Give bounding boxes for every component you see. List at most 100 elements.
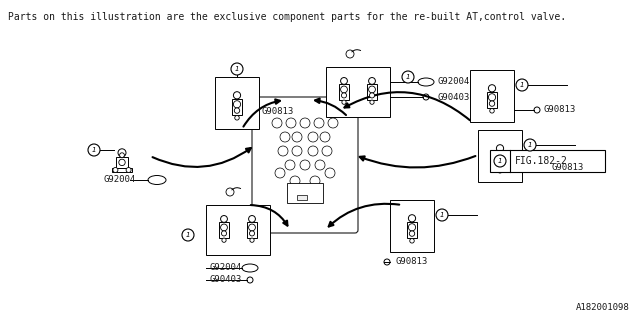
Text: 1: 1 bbox=[186, 232, 190, 238]
Circle shape bbox=[234, 108, 240, 113]
Circle shape bbox=[286, 118, 296, 128]
Circle shape bbox=[88, 144, 100, 156]
Circle shape bbox=[285, 160, 295, 170]
Circle shape bbox=[488, 85, 495, 92]
Circle shape bbox=[292, 132, 302, 142]
Circle shape bbox=[275, 168, 285, 178]
Circle shape bbox=[384, 259, 390, 265]
Bar bbox=[339, 84, 349, 100]
Bar bbox=[297, 195, 307, 200]
Circle shape bbox=[490, 101, 495, 106]
Circle shape bbox=[322, 146, 332, 156]
Circle shape bbox=[221, 231, 227, 236]
Circle shape bbox=[119, 159, 125, 166]
Text: Parts on this illustration are the exclusive component parts for the re-built AT: Parts on this illustration are the exclu… bbox=[8, 12, 566, 22]
Circle shape bbox=[542, 165, 548, 171]
Circle shape bbox=[534, 107, 540, 113]
Circle shape bbox=[340, 86, 348, 93]
Circle shape bbox=[234, 101, 241, 108]
Circle shape bbox=[497, 161, 502, 166]
Circle shape bbox=[118, 149, 126, 157]
Circle shape bbox=[410, 231, 415, 236]
Circle shape bbox=[497, 154, 504, 161]
Circle shape bbox=[221, 224, 227, 231]
Circle shape bbox=[231, 63, 243, 75]
Text: G90403: G90403 bbox=[210, 276, 243, 284]
Circle shape bbox=[369, 93, 374, 98]
Circle shape bbox=[524, 139, 536, 151]
Circle shape bbox=[182, 229, 194, 241]
Circle shape bbox=[310, 176, 320, 186]
Circle shape bbox=[234, 92, 241, 99]
Bar bbox=[406, 222, 417, 238]
Circle shape bbox=[300, 118, 310, 128]
Circle shape bbox=[308, 132, 318, 142]
Bar bbox=[495, 152, 506, 168]
Text: G90813: G90813 bbox=[262, 108, 294, 116]
Ellipse shape bbox=[113, 167, 118, 172]
Ellipse shape bbox=[242, 264, 258, 272]
Circle shape bbox=[292, 146, 302, 156]
Circle shape bbox=[408, 224, 415, 231]
Bar bbox=[390, 200, 434, 252]
Bar bbox=[206, 205, 270, 255]
Circle shape bbox=[328, 118, 338, 128]
Text: G90813: G90813 bbox=[396, 258, 428, 267]
Ellipse shape bbox=[418, 78, 434, 86]
Ellipse shape bbox=[148, 175, 166, 185]
Circle shape bbox=[248, 216, 255, 222]
Circle shape bbox=[300, 160, 310, 170]
Bar bbox=[219, 222, 229, 238]
Bar bbox=[478, 130, 522, 182]
Circle shape bbox=[272, 118, 282, 128]
Circle shape bbox=[342, 100, 346, 104]
Circle shape bbox=[408, 215, 415, 222]
Circle shape bbox=[280, 132, 290, 142]
Text: 1: 1 bbox=[92, 147, 96, 153]
Bar bbox=[232, 99, 243, 115]
Circle shape bbox=[300, 192, 310, 202]
Circle shape bbox=[342, 93, 346, 98]
Circle shape bbox=[226, 188, 234, 196]
Circle shape bbox=[278, 146, 288, 156]
Circle shape bbox=[315, 160, 325, 170]
Circle shape bbox=[498, 169, 502, 173]
Bar bbox=[326, 67, 390, 117]
Circle shape bbox=[369, 86, 376, 93]
Text: 1: 1 bbox=[520, 82, 524, 88]
Text: G90813: G90813 bbox=[552, 164, 584, 172]
Bar bbox=[490, 150, 605, 172]
Circle shape bbox=[250, 238, 254, 242]
Circle shape bbox=[248, 224, 255, 231]
Bar bbox=[486, 92, 497, 108]
Text: G90813: G90813 bbox=[544, 106, 576, 115]
Circle shape bbox=[402, 71, 414, 83]
Circle shape bbox=[370, 100, 374, 104]
FancyBboxPatch shape bbox=[252, 97, 358, 233]
Circle shape bbox=[247, 277, 253, 283]
Circle shape bbox=[222, 238, 226, 242]
Text: G92004: G92004 bbox=[438, 77, 470, 86]
Circle shape bbox=[369, 77, 376, 84]
Bar bbox=[367, 84, 377, 100]
Bar bbox=[470, 70, 514, 122]
Text: 1: 1 bbox=[440, 212, 444, 218]
Circle shape bbox=[490, 108, 494, 113]
Circle shape bbox=[314, 118, 324, 128]
Circle shape bbox=[497, 145, 504, 152]
Circle shape bbox=[325, 168, 335, 178]
Bar bbox=[247, 222, 257, 238]
Circle shape bbox=[410, 238, 414, 243]
Bar bbox=[287, 183, 323, 203]
Circle shape bbox=[308, 146, 318, 156]
Circle shape bbox=[516, 79, 528, 91]
Text: G92004: G92004 bbox=[210, 263, 243, 273]
Circle shape bbox=[494, 155, 506, 167]
Circle shape bbox=[436, 209, 448, 221]
Circle shape bbox=[290, 176, 300, 186]
Circle shape bbox=[221, 216, 227, 222]
Ellipse shape bbox=[126, 167, 131, 172]
Circle shape bbox=[320, 132, 330, 142]
Text: 1: 1 bbox=[528, 142, 532, 148]
Circle shape bbox=[250, 231, 255, 236]
